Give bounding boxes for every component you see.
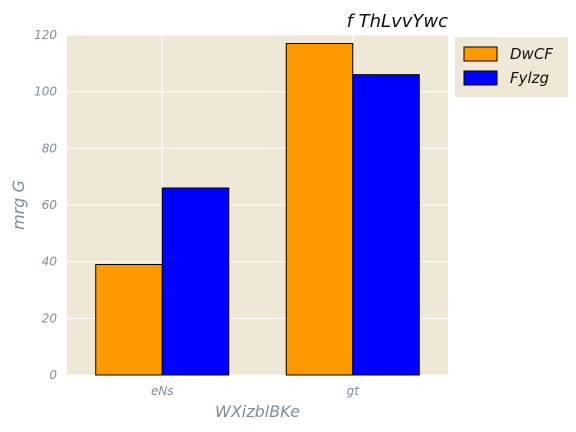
y-tick-label: 120	[34, 28, 57, 42]
y-tick-label: 40	[42, 255, 58, 269]
y-tick-labels: 0 20 40 60 80 100 120	[34, 28, 57, 382]
legend-label: DwCF	[510, 45, 553, 63]
legend: DwCF Fylzg	[455, 37, 568, 97]
x-axis-label: WXizblBKe	[215, 402, 300, 421]
bars	[95, 43, 420, 376]
x-tick-label: eNs	[151, 384, 174, 398]
legend-swatch	[463, 70, 498, 86]
legend-label: Fylzg	[510, 69, 549, 87]
y-tick-label: 20	[42, 311, 58, 325]
y-axis-label: mrg G	[9, 180, 28, 230]
x-tick-labels: eNs gt	[151, 384, 360, 398]
y-tick-label: 80	[42, 141, 58, 155]
x-tick-label: gt	[347, 384, 361, 398]
bar-DwCF-gt	[285, 43, 354, 376]
bar-DwCF-eNs	[95, 264, 163, 376]
bar-Fylzg-eNs	[161, 187, 230, 376]
y-tick-label: 100	[34, 85, 57, 99]
y-tick-label: 60	[42, 198, 58, 212]
bar-Fylzg-gt	[352, 74, 420, 376]
chart-title: f ThLvvYwc	[347, 11, 449, 32]
legend-swatch	[463, 46, 498, 62]
y-tick-label: 0	[49, 368, 57, 382]
